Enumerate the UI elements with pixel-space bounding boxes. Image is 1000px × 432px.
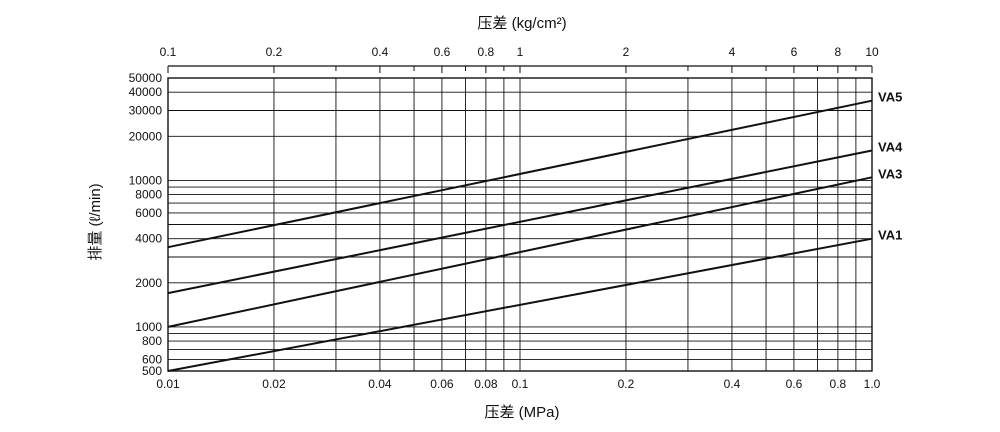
x-tick-label: 0.1 — [512, 377, 529, 391]
y-tick-label: 500 — [142, 364, 162, 378]
y-tick-label: 600 — [142, 352, 162, 366]
x2-axis-title: 压差 (kg/cm²) — [477, 15, 566, 32]
x2-tick-label: 6 — [791, 45, 798, 59]
x-axis-title: 压差 (MPa) — [484, 404, 559, 421]
x2-tick-label: 0.1 — [160, 45, 177, 59]
x-tick-label: 0.04 — [368, 377, 392, 391]
series-label-va1: VA1 — [878, 228, 902, 243]
series-label-va3: VA3 — [878, 166, 902, 181]
series-line-va4 — [167, 149, 873, 295]
y-tick-label: 8000 — [135, 188, 162, 202]
series-lines — [167, 99, 873, 372]
x-tick-label: 0.6 — [786, 377, 803, 391]
x2-tick-label: 8 — [835, 45, 842, 59]
x2-tick-label: 0.4 — [372, 45, 389, 59]
y-tick-label: 30000 — [129, 104, 163, 118]
y-tick-label: 50000 — [129, 71, 163, 85]
y-tick-label: 40000 — [129, 85, 163, 99]
y-tick-label: 20000 — [129, 129, 163, 143]
x-tick-label: 0.02 — [262, 377, 286, 391]
axes — [167, 65, 873, 372]
y-axis-title: 排量 (ℓ/min) — [87, 183, 104, 260]
series-line-va1 — [167, 237, 873, 372]
plot-frame — [167, 77, 873, 372]
x-tick-label: 0.01 — [156, 377, 180, 391]
x2-tick-label: 4 — [729, 45, 736, 59]
x-tick-label: 0.4 — [724, 377, 741, 391]
x2-tick-label: 0.2 — [266, 45, 283, 59]
y-tick-label: 4000 — [135, 232, 162, 246]
x-tick-label: 0.06 — [430, 377, 454, 391]
series-line-va5 — [167, 99, 873, 249]
y-tick-label: 2000 — [135, 276, 162, 290]
x2-tick-label: 0.6 — [434, 45, 451, 59]
x-tick-label: 1.0 — [864, 377, 881, 391]
y-tick-label: 10000 — [129, 173, 163, 187]
x2-tick-label: 1 — [517, 45, 524, 59]
series-line-va3 — [167, 176, 873, 328]
x-tick-label: 0.8 — [830, 377, 847, 391]
series-label-va4: VA4 — [878, 139, 903, 154]
y-tick-label: 6000 — [135, 206, 162, 220]
x2-tick-label: 10 — [865, 45, 879, 59]
series-label-va5: VA5 — [878, 90, 902, 105]
labels: 0.1 0.2 0.4 0.6 0.8 1 2 4 6 8 10 0.01 0.02 0.04 0.06 0.… — [129, 45, 903, 391]
x2-tick-label: 2 — [623, 45, 630, 59]
y-tick-label: 1000 — [135, 320, 162, 334]
x-tick-label: 0.2 — [618, 377, 635, 391]
y-tick-label: 800 — [142, 334, 162, 348]
x2-tick-label: 0.8 — [478, 45, 495, 59]
x-tick-label: 0.08 — [474, 377, 498, 391]
